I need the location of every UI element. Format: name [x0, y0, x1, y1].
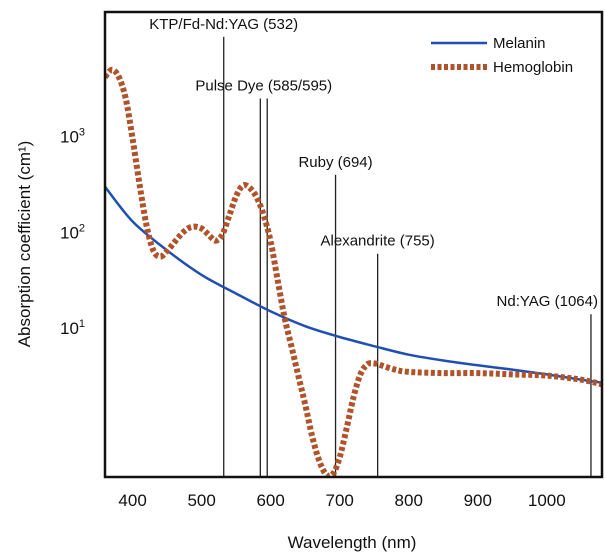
plot-area-frame: [103, 10, 604, 479]
x-tick-label: 600: [256, 491, 284, 510]
laser-label: Pulse Dye (585/595): [195, 78, 332, 95]
legend-label-hemoglobin: Hemoglobin: [493, 59, 573, 76]
y-axis-ticks: 101 102 103: [60, 127, 85, 339]
laser-label: KTP/Fd-Nd:YAG (532): [149, 16, 298, 33]
x-tick-label: 400: [118, 491, 146, 510]
y-tick-label: 101: [60, 318, 85, 338]
x-tick-label: 800: [395, 491, 423, 510]
x-axis-title: Wavelength (nm): [288, 533, 417, 552]
series-line-hemoglobin: [105, 66, 602, 477]
x-tick-label: 1000: [528, 491, 566, 510]
laser-label: Nd:YAG (1064): [497, 293, 598, 310]
x-axis-ticks: 400 500 600 700 800 900 1000: [118, 491, 565, 510]
y-tick-label: 103: [60, 127, 85, 147]
series-layer: [105, 66, 602, 477]
y-tick-label: 102: [60, 222, 85, 242]
legend: Melanin Hemoglobin: [431, 35, 573, 76]
y-axis-title: Absorption coefficient (cm¹): [15, 141, 34, 348]
x-tick-label: 500: [187, 491, 215, 510]
x-tick-label: 900: [464, 491, 492, 510]
x-tick-label: 700: [326, 491, 354, 510]
legend-label-melanin: Melanin: [493, 35, 546, 52]
series-line-melanin: [105, 185, 602, 384]
laser-label: Ruby (694): [298, 154, 372, 171]
laser-label: Alexandrite (755): [321, 233, 435, 250]
laser-lines: KTP/Fd-Nd:YAG (532) Pulse Dye (585/595) Ru…: [149, 16, 598, 477]
